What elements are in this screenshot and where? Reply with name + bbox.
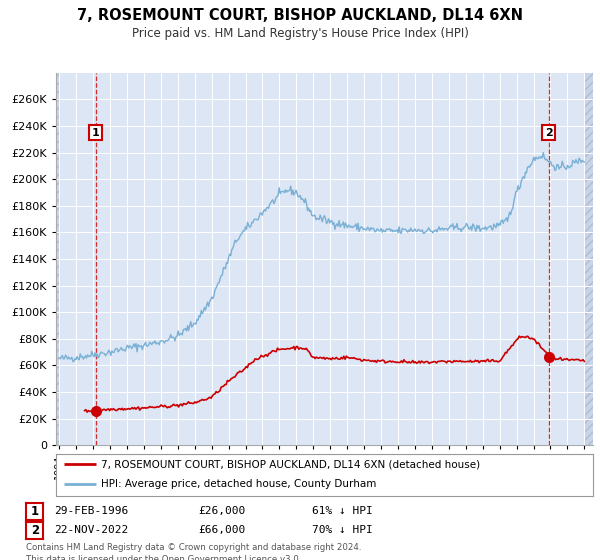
Text: HPI: Average price, detached house, County Durham: HPI: Average price, detached house, Coun… xyxy=(101,479,377,489)
Text: 7, ROSEMOUNT COURT, BISHOP AUCKLAND, DL14 6XN: 7, ROSEMOUNT COURT, BISHOP AUCKLAND, DL1… xyxy=(77,8,523,24)
Text: 2: 2 xyxy=(31,524,39,537)
Text: Price paid vs. HM Land Registry's House Price Index (HPI): Price paid vs. HM Land Registry's House … xyxy=(131,27,469,40)
Bar xyxy=(584,73,593,445)
Text: 2: 2 xyxy=(545,128,553,138)
Text: £26,000: £26,000 xyxy=(198,506,245,516)
Text: 70% ↓ HPI: 70% ↓ HPI xyxy=(312,525,373,535)
Bar xyxy=(56,73,59,445)
Text: Contains HM Land Registry data © Crown copyright and database right 2024.
This d: Contains HM Land Registry data © Crown c… xyxy=(26,543,362,560)
Text: 61% ↓ HPI: 61% ↓ HPI xyxy=(312,506,373,516)
Text: 29-FEB-1996: 29-FEB-1996 xyxy=(54,506,128,516)
Text: 1: 1 xyxy=(92,128,100,138)
Text: £66,000: £66,000 xyxy=(198,525,245,535)
Text: 1: 1 xyxy=(31,505,39,518)
Text: 7, ROSEMOUNT COURT, BISHOP AUCKLAND, DL14 6XN (detached house): 7, ROSEMOUNT COURT, BISHOP AUCKLAND, DL1… xyxy=(101,459,481,469)
Text: 22-NOV-2022: 22-NOV-2022 xyxy=(54,525,128,535)
